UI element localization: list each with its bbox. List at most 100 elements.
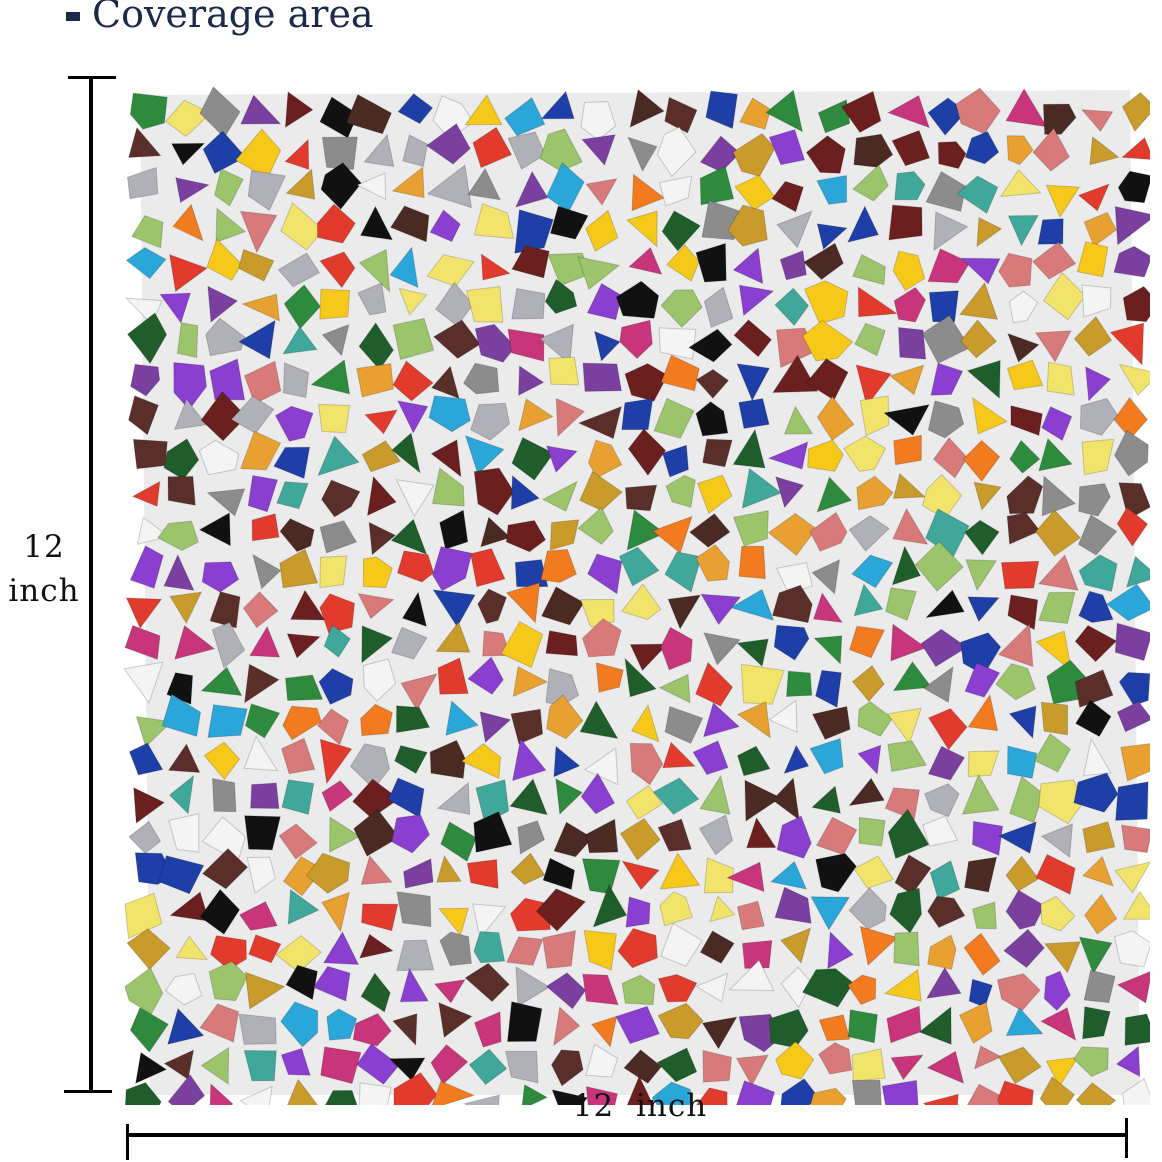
mosaic-tile (319, 520, 358, 554)
mosaic-tile (1082, 821, 1116, 854)
mosaic-tile (1074, 699, 1112, 738)
mosaic-tile (201, 847, 249, 890)
mosaic-tile (555, 778, 583, 816)
mosaic-tile (1105, 583, 1150, 622)
mosaic-tile (276, 481, 309, 510)
mosaic-tile (285, 168, 316, 200)
mosaic-tile (768, 128, 806, 166)
mosaic-tile (429, 209, 461, 243)
mosaic-tile (629, 643, 669, 672)
mosaic-tile (688, 513, 731, 548)
mosaic-tile (583, 747, 619, 786)
mosaic-tile (815, 816, 858, 856)
mosaic-tile (624, 484, 658, 512)
mosaic-tile (170, 142, 206, 166)
mosaic-tile (621, 397, 654, 431)
mosaic-tile (282, 325, 318, 355)
mosaic-tile (657, 973, 698, 1003)
mosaic-tile (244, 703, 281, 739)
mosaic-tile (167, 1007, 205, 1045)
mosaic-tile (473, 467, 515, 516)
mosaic-tile (927, 745, 966, 781)
mosaic-tile (1005, 1006, 1044, 1037)
mosaic-tile (210, 935, 247, 971)
mosaic-tile (505, 581, 541, 624)
mosaic-tile (810, 896, 851, 931)
mosaic-tile (774, 287, 810, 327)
mosaic-tile (732, 132, 776, 177)
mosaic-tile (432, 546, 473, 592)
mosaic-tile (388, 1057, 426, 1082)
mosaic-tile (1081, 284, 1112, 318)
mosaic-tile (997, 1046, 1042, 1085)
mosaic-tile (1085, 366, 1112, 402)
mosaic-tile (1113, 930, 1150, 968)
mosaic-tile (774, 886, 812, 924)
mosaic-tile (515, 965, 551, 1007)
mosaic-tile (320, 162, 362, 210)
mosaic-tile (214, 168, 244, 207)
mosaic-tile (964, 662, 1001, 698)
mosaic-tile (540, 90, 575, 120)
mosaic-tile (1116, 700, 1150, 733)
mosaic-tile (615, 1005, 661, 1045)
mosaic-tile (545, 161, 585, 213)
mosaic-tile (391, 432, 421, 475)
mosaic-tile (1122, 1077, 1150, 1105)
mosaic-tile (1082, 1006, 1111, 1040)
mosaic-tile (542, 930, 577, 969)
mosaic-tile (131, 214, 164, 249)
mosaic-tile (621, 860, 661, 891)
mosaic-tile (929, 860, 961, 901)
mosaic-tile (316, 708, 350, 746)
mosaic-tile (1008, 290, 1039, 324)
mosaic-tile (1073, 316, 1113, 357)
mosaic-tile (626, 509, 666, 551)
mosaic-tile (927, 400, 965, 439)
mosaic-tile (852, 164, 889, 202)
mosaic-tile (273, 446, 311, 480)
mosaic-tile (1010, 405, 1043, 437)
mosaic-tile (585, 178, 618, 206)
mosaic-tile (699, 930, 735, 964)
mosaic-tile (360, 903, 399, 932)
mosaic-tile (438, 1001, 473, 1039)
mosaic-tile (999, 169, 1042, 198)
mosaic-tile (207, 285, 239, 323)
mosaic-tile (658, 175, 693, 207)
mosaic-tile (741, 939, 773, 969)
mosaic-tile (238, 1013, 277, 1045)
mosaic-tile (577, 256, 621, 291)
mosaic-tile (932, 437, 969, 479)
mosaic-tile (736, 1080, 776, 1105)
mosaic-tile (505, 519, 547, 553)
height-dimension-line (89, 78, 93, 1093)
mosaic-tile (656, 126, 697, 178)
mosaic-tile (279, 518, 315, 553)
mosaic-tile (968, 978, 993, 1008)
mosaic-tile (356, 363, 394, 398)
mosaic-tile (172, 203, 204, 242)
mosaic-tile (364, 409, 398, 435)
mosaic-tile (854, 322, 886, 357)
mosaic-tile (971, 396, 1008, 435)
mosaic-tile (959, 319, 998, 359)
mosaic-tile (971, 820, 1004, 856)
mosaic-tile (700, 593, 742, 626)
mosaic-tile (965, 559, 998, 592)
mosaic-tile (922, 815, 959, 847)
mosaic-tile (518, 365, 545, 397)
mosaic-tile (918, 1005, 952, 1046)
mosaic-tile (211, 777, 237, 813)
mosaic-tile (540, 548, 578, 583)
mosaic-tile (593, 330, 621, 362)
mosaic-tile (1077, 183, 1110, 212)
mosaic-tile (274, 405, 314, 442)
mosaic-tile (973, 1045, 1003, 1070)
mosaic-tile (542, 857, 576, 891)
mosaic-tile (541, 480, 579, 512)
mosaic-tile (1003, 928, 1045, 969)
mosaic-tile (703, 632, 742, 666)
mosaic-tile (698, 814, 734, 856)
mosaic-tile (961, 773, 1000, 815)
